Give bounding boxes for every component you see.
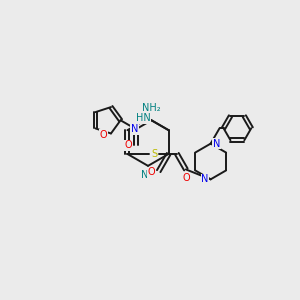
Text: O: O [182, 173, 190, 183]
Text: N: N [131, 124, 138, 134]
Text: N: N [213, 139, 220, 148]
Text: O: O [148, 167, 156, 177]
Text: O: O [99, 130, 107, 140]
Text: N: N [201, 174, 208, 184]
Text: NH: NH [141, 170, 155, 180]
Text: O: O [124, 140, 132, 150]
Text: S: S [151, 149, 157, 159]
Text: HN: HN [136, 113, 151, 123]
Text: NH₂: NH₂ [142, 103, 160, 113]
